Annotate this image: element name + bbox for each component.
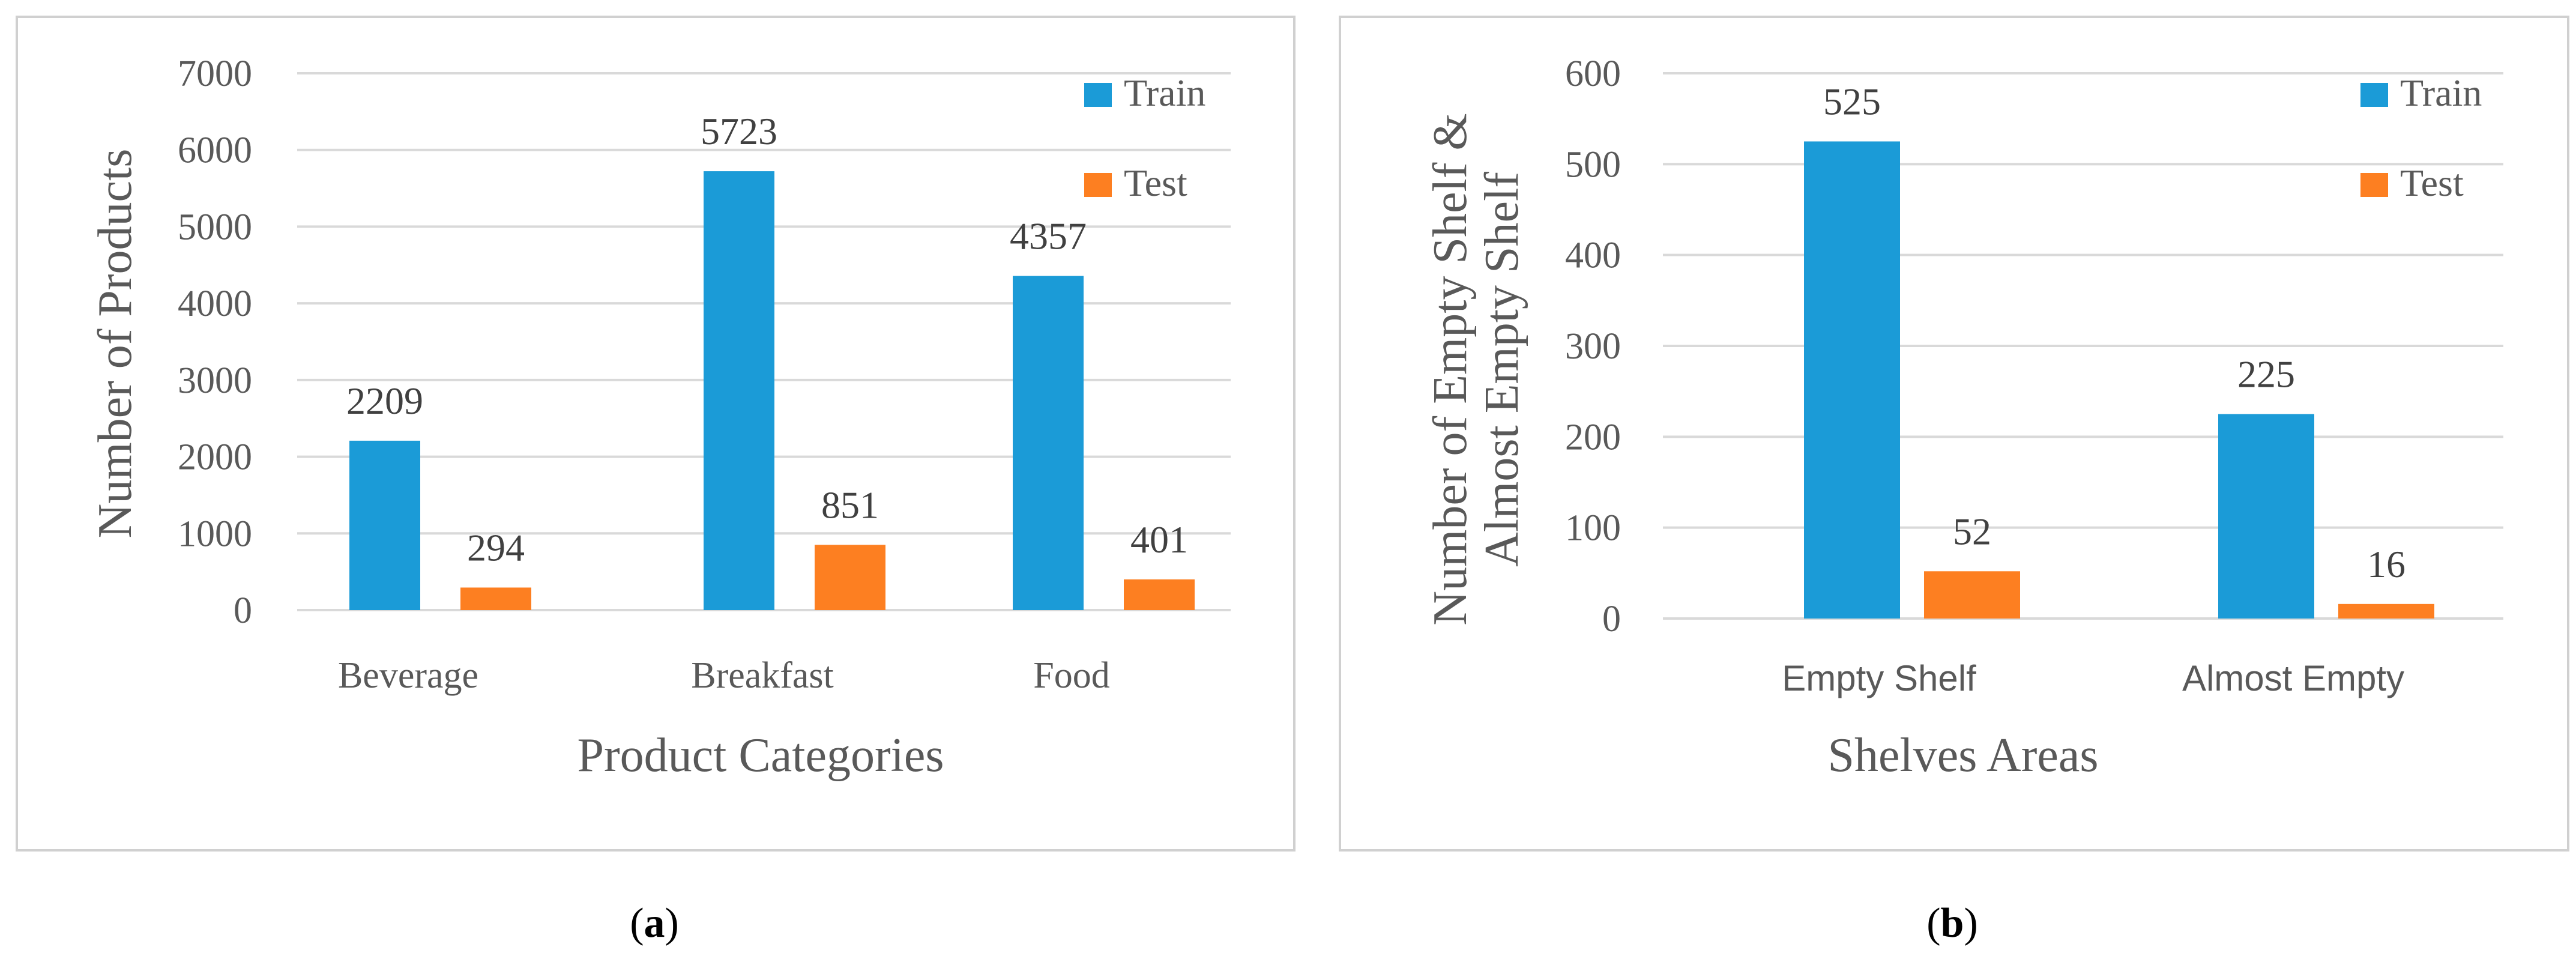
chart-b-legend-train-swatch	[2360, 83, 2388, 107]
chart-b-bar-test-2	[2338, 604, 2434, 619]
chart-a-y-tick-label: 6000	[178, 130, 252, 171]
chart-a-bar-train-3	[1013, 276, 1084, 611]
chart-b-y-axis-title-line2: Almost Empty Shelf	[1476, 172, 1528, 567]
chart-b-legend-test-swatch	[2360, 173, 2388, 197]
chart-a-bar-test-1	[460, 587, 531, 610]
chart-b-y-tick-label: 300	[1565, 326, 1621, 367]
chart-a-x-tick-label: Breakfast	[691, 655, 834, 696]
chart-a-x-axis-title: Product Categories	[578, 729, 944, 782]
chart-b-y-axis-title-line1: Number of Empty Shelf &	[1424, 113, 1477, 625]
chart-a-bar-train-1	[349, 440, 420, 610]
chart-a-x-tick-label: Beverage	[338, 655, 478, 696]
chart-b-bar-train-1	[1804, 141, 1900, 619]
chart-b-y-axis-title: Number of Empty Shelf & Almost Empty She…	[1424, 113, 1528, 625]
chart-b-x-axis-title: Shelves Areas	[1827, 729, 2098, 782]
chart-b-data-label-test-1: 52	[1953, 510, 1991, 552]
chart-b-frame	[1339, 16, 2569, 852]
chart-b-grid	[1663, 72, 2503, 620]
chart-a-y-tick-label: 5000	[178, 207, 252, 247]
chart-a-y-tick-label: 4000	[178, 283, 252, 324]
chart-a-data-labels: 2209 5723 4357 294 851 401	[346, 110, 1188, 569]
chart-a-data-label-test-3: 401	[1130, 518, 1188, 561]
svg-text:(b): (b)	[1926, 900, 1978, 946]
chart-a-bar-test-3	[1124, 579, 1195, 610]
chart-a-y-tick-label: 1000	[178, 513, 252, 554]
chart-a-data-label-train-1: 2209	[346, 380, 423, 422]
chart-a-legend-train-swatch	[1084, 83, 1112, 107]
chart-b-legend: Train Test	[2360, 71, 2482, 204]
chart-b-data-label-train-1: 525	[1823, 80, 1881, 123]
chart-b-legend-test-label: Test	[2400, 162, 2464, 204]
chart-b-y-tick-label: 100	[1565, 508, 1621, 549]
chart-a-legend-test-label: Test	[1124, 162, 1187, 204]
chart-b-y-tick-label: 0	[1602, 599, 1621, 640]
caption-b: (b)	[1926, 900, 1978, 946]
chart-b-x-tick-label: Almost Empty	[2182, 658, 2404, 698]
chart-a-x-tick-label: Food	[1033, 655, 1109, 696]
chart-a-bars	[349, 171, 1195, 611]
caption-b-letter: b	[1941, 900, 1964, 946]
caption-a: (a)	[630, 900, 679, 946]
chart-a-y-axis-title: Number of Products	[89, 149, 142, 539]
chart-b-data-labels: 525 225 52 16	[1823, 80, 2406, 585]
chart-b-x-ticks: Empty Shelf Almost Empty	[1782, 658, 2404, 698]
chart-b-bars	[1804, 141, 2434, 619]
chart-a-legend: Train Test	[1084, 71, 1205, 204]
chart-b: 0 100 200 300 400 500 600 525 225 52 16 Empty She…	[1339, 16, 2569, 852]
chart-b-y-tick-label: 200	[1565, 417, 1621, 458]
chart-b-bar-train-2	[2218, 414, 2314, 619]
chart-a-data-label-test-1: 294	[467, 526, 525, 569]
chart-a-y-tick-label: 3000	[178, 360, 252, 401]
chart-a-y-ticks: 0 1000 2000 3000 4000 5000 6000 7000	[178, 53, 252, 631]
chart-a-y-tick-label: 0	[234, 590, 252, 631]
chart-b-bar-test-1	[1924, 571, 2020, 619]
chart-b-x-tick-label: Empty Shelf	[1782, 658, 1976, 698]
chart-b-data-label-test-2: 16	[2367, 543, 2406, 585]
chart-a-data-label-train-2: 5723	[701, 110, 777, 153]
chart-a-y-tick-label: 7000	[178, 53, 252, 94]
chart-a-bar-train-2	[704, 171, 774, 610]
chart-a-x-ticks: Beverage Breakfast Food	[338, 655, 1110, 696]
chart-b-y-ticks: 0 100 200 300 400 500 600	[1565, 53, 1621, 640]
svg-text:(a): (a)	[630, 900, 679, 946]
chart-a-data-label-train-3: 4357	[1010, 215, 1087, 258]
chart-a-legend-test-swatch	[1084, 173, 1112, 197]
chart-b-y-tick-label: 600	[1565, 53, 1621, 94]
chart-b-y-tick-label: 500	[1565, 144, 1621, 185]
chart-b-data-label-train-2: 225	[2237, 353, 2295, 396]
chart-a: 0 1000 2000 3000 4000 5000 6000 7000 2209 5723 43…	[16, 16, 1296, 852]
chart-b-legend-train-label: Train	[2400, 71, 2482, 114]
chart-a-y-tick-label: 2000	[178, 437, 252, 478]
chart-a-data-label-test-2: 851	[821, 483, 879, 526]
chart-a-legend-train-label: Train	[1124, 71, 1205, 114]
chart-a-bar-test-2	[815, 545, 885, 610]
caption-a-letter: a	[644, 900, 665, 946]
chart-b-y-tick-label: 400	[1565, 235, 1621, 276]
